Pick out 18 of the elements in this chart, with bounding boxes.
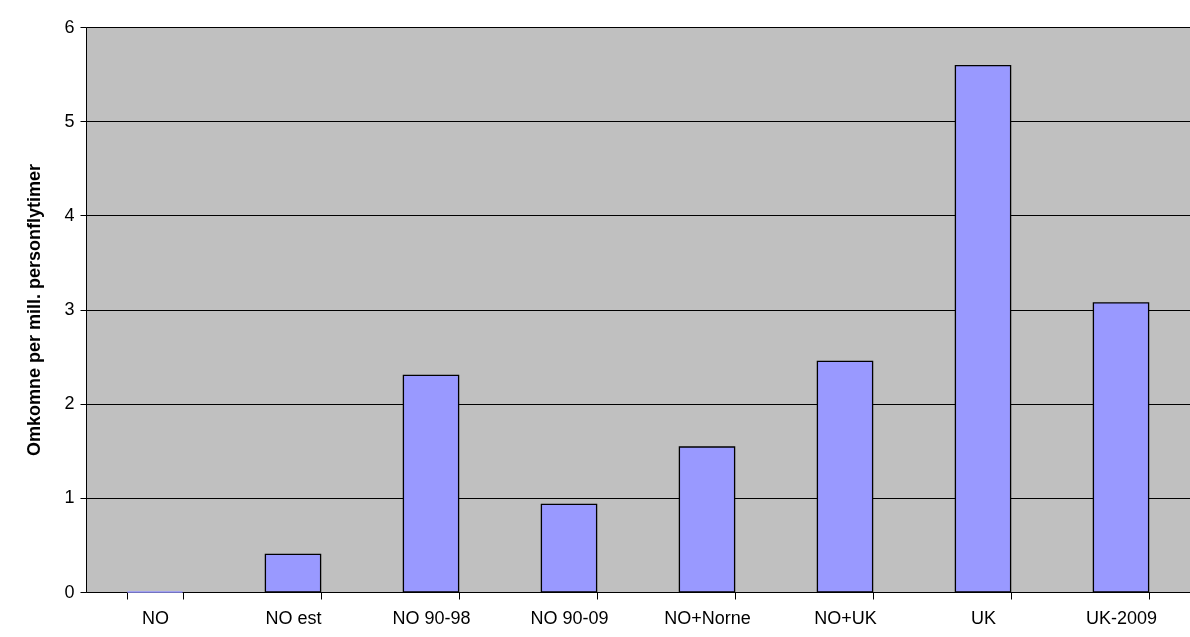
x-tick-label: NO [142, 607, 169, 628]
y-tick-label: 3 [64, 299, 75, 319]
y-tick-label: 5 [64, 110, 75, 131]
x-tick-label: NO+UK [814, 607, 877, 628]
y-tick-label: 4 [64, 204, 75, 225]
x-tick-label: NO+Norne [664, 607, 751, 628]
y-tick-label: 6 [64, 16, 75, 37]
y-tick-label: 2 [64, 393, 75, 414]
y-tick-label: 0 [64, 581, 75, 602]
x-tick-label: NO est [265, 607, 322, 628]
bar [540, 503, 598, 593]
y-tick-label: 1 [64, 487, 75, 508]
x-tick-label: NO 90-98 [392, 607, 471, 628]
x-tick-label: UK [970, 607, 997, 628]
y-axis-title: Omkomne per mill. personflytimer [24, 163, 45, 457]
x-tick-label: NO 90-09 [530, 607, 609, 628]
bar [264, 553, 322, 593]
x-tick-label: UK-2009 [1085, 607, 1158, 628]
